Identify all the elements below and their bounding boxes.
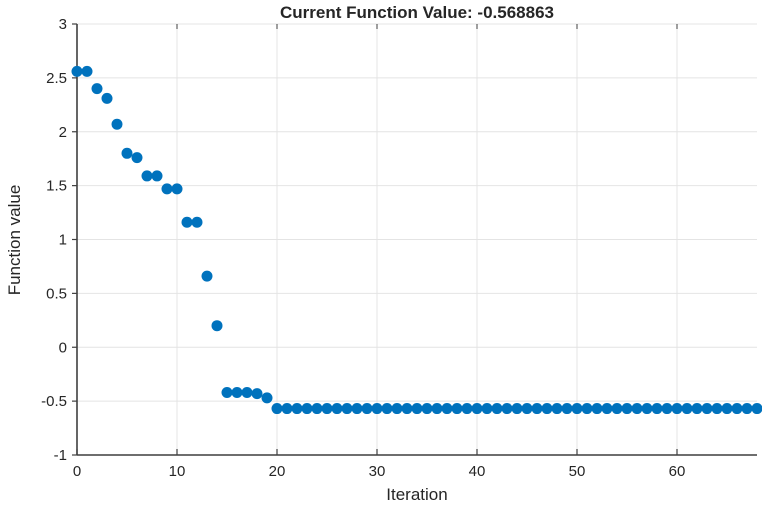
data-point xyxy=(661,403,673,415)
data-point xyxy=(71,65,83,77)
y-tick-label: -0.5 xyxy=(41,393,67,410)
data-point xyxy=(631,403,643,415)
data-point xyxy=(231,387,243,399)
data-point xyxy=(561,403,573,415)
data-point xyxy=(671,403,683,415)
data-point xyxy=(81,65,93,77)
data-point xyxy=(511,403,523,415)
data-point xyxy=(331,403,343,415)
data-point xyxy=(741,403,753,415)
data-point xyxy=(711,403,723,415)
data-point xyxy=(91,83,103,95)
data-point xyxy=(341,403,353,415)
data-point xyxy=(461,403,473,415)
y-tick-label: 1 xyxy=(59,232,67,249)
data-point xyxy=(121,147,133,159)
data-point xyxy=(271,403,283,415)
data-point xyxy=(501,403,513,415)
data-point xyxy=(591,403,603,415)
data-point xyxy=(551,403,563,415)
data-point xyxy=(541,403,553,415)
data-point xyxy=(401,403,413,415)
data-point xyxy=(361,403,373,415)
data-point xyxy=(701,403,713,415)
data-point xyxy=(441,403,453,415)
data-point xyxy=(451,403,463,415)
data-point xyxy=(651,403,663,415)
data-point xyxy=(521,403,533,415)
data-point xyxy=(601,403,613,415)
data-point xyxy=(261,392,273,404)
x-tick-label: 40 xyxy=(469,463,486,480)
data-point xyxy=(281,403,293,415)
data-point xyxy=(621,403,633,415)
y-tick-label: 1.5 xyxy=(46,178,67,195)
data-point xyxy=(201,270,213,282)
data-point xyxy=(251,388,263,400)
y-tick-label: 3 xyxy=(59,16,67,33)
y-tick-label: -1 xyxy=(54,447,67,464)
data-point xyxy=(381,403,393,415)
data-point xyxy=(181,216,193,228)
y-tick-label: 2 xyxy=(59,124,67,141)
data-point xyxy=(101,92,113,104)
data-point xyxy=(681,403,693,415)
data-point xyxy=(391,403,403,415)
data-point xyxy=(151,170,163,182)
data-point xyxy=(641,403,653,415)
data-point xyxy=(111,118,123,130)
data-point xyxy=(481,403,493,415)
data-point xyxy=(161,183,173,195)
x-tick-label: 60 xyxy=(669,463,686,480)
data-point xyxy=(131,152,143,164)
data-point xyxy=(241,387,253,399)
x-axis-label: Iteration xyxy=(386,485,448,504)
data-point xyxy=(211,320,223,332)
x-tick-label: 0 xyxy=(73,463,81,480)
data-point xyxy=(691,403,703,415)
data-point xyxy=(731,403,743,415)
y-tick-label: 2.5 xyxy=(46,70,67,87)
data-point xyxy=(471,403,483,415)
chart-title: Current Function Value: -0.568863 xyxy=(280,3,554,22)
data-point xyxy=(611,403,623,415)
x-tick-label: 50 xyxy=(569,463,586,480)
data-point xyxy=(301,403,313,415)
data-point xyxy=(371,403,383,415)
data-point xyxy=(191,216,203,228)
data-point xyxy=(721,403,733,415)
data-point xyxy=(291,403,303,415)
data-point xyxy=(581,403,593,415)
y-tick-label: 0 xyxy=(59,339,67,356)
data-point xyxy=(311,403,323,415)
data-point xyxy=(351,403,363,415)
data-point xyxy=(421,403,433,415)
data-point xyxy=(491,403,503,415)
data-point xyxy=(531,403,543,415)
data-point xyxy=(141,170,153,182)
data-point xyxy=(571,403,583,415)
data-point xyxy=(431,403,443,415)
x-tick-label: 30 xyxy=(369,463,386,480)
x-tick-label: 10 xyxy=(169,463,186,480)
x-tick-label: 20 xyxy=(269,463,286,480)
data-point xyxy=(751,403,762,415)
data-point xyxy=(171,183,183,195)
y-axis-label: Function value xyxy=(5,184,24,296)
data-point xyxy=(321,403,333,415)
y-tick-label: 0.5 xyxy=(46,285,67,302)
data-point xyxy=(411,403,423,415)
data-point xyxy=(221,387,233,399)
